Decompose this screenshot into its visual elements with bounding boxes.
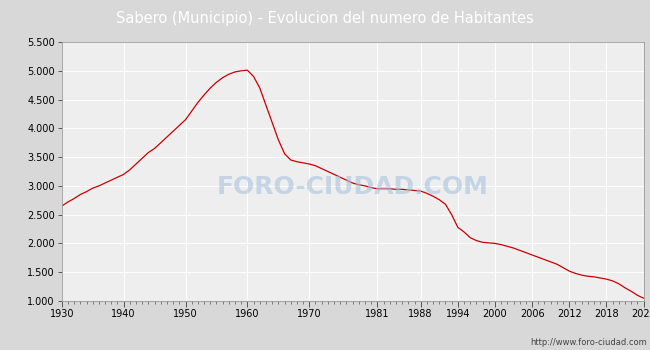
Text: Sabero (Municipio) - Evolucion del numero de Habitantes: Sabero (Municipio) - Evolucion del numer… <box>116 11 534 26</box>
Text: http://www.foro-ciudad.com: http://www.foro-ciudad.com <box>530 338 647 347</box>
Text: FORO-CIUDAD.COM: FORO-CIUDAD.COM <box>216 175 489 199</box>
